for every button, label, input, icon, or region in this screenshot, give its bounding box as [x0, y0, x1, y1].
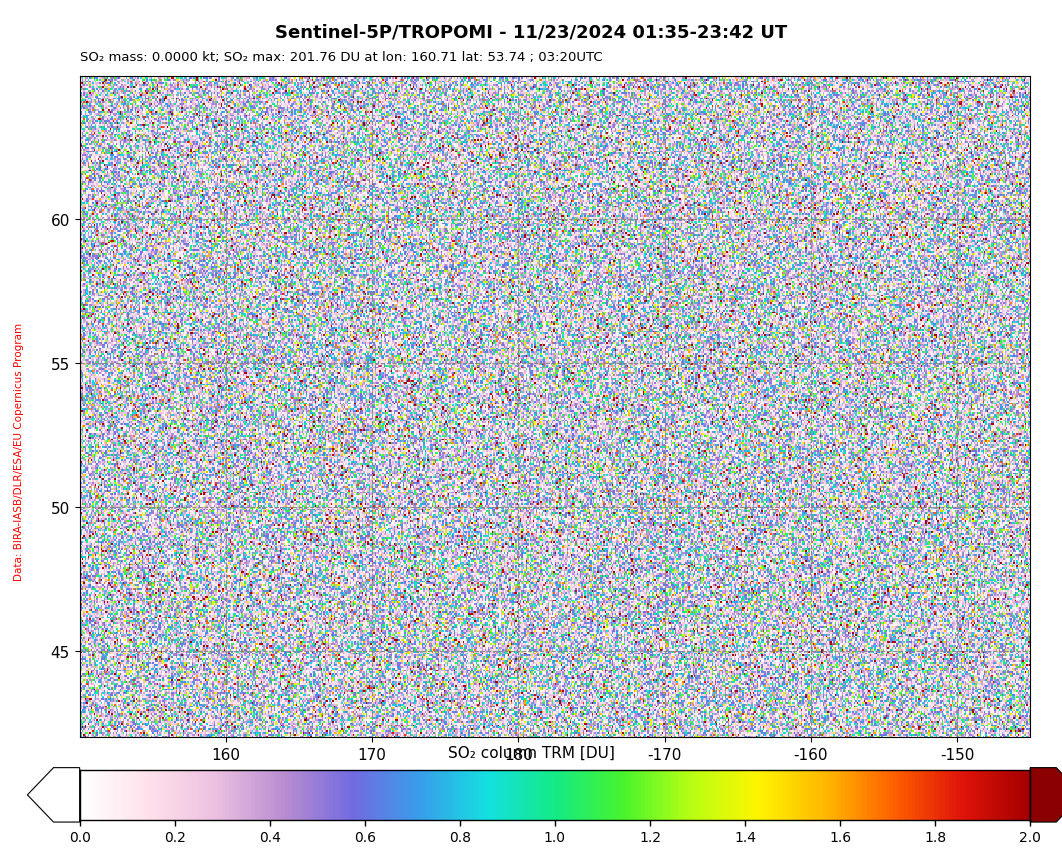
- Text: SO₂ column TRM [DU]: SO₂ column TRM [DU]: [447, 745, 615, 760]
- Text: Sentinel-5P/TROPOMI - 11/23/2024 01:35-23:42 UT: Sentinel-5P/TROPOMI - 11/23/2024 01:35-2…: [275, 24, 787, 42]
- FancyArrow shape: [1030, 768, 1062, 822]
- Text: Data: BIRA-IASB/DLR/ESA/EU Copernicus Program: Data: BIRA-IASB/DLR/ESA/EU Copernicus Pr…: [14, 323, 23, 580]
- FancyArrow shape: [28, 768, 80, 822]
- Text: SO₂ mass: 0.0000 kt; SO₂ max: 201.76 DU at lon: 160.71 lat: 53.74 ; 03:20UTC: SO₂ mass: 0.0000 kt; SO₂ max: 201.76 DU …: [80, 51, 602, 64]
